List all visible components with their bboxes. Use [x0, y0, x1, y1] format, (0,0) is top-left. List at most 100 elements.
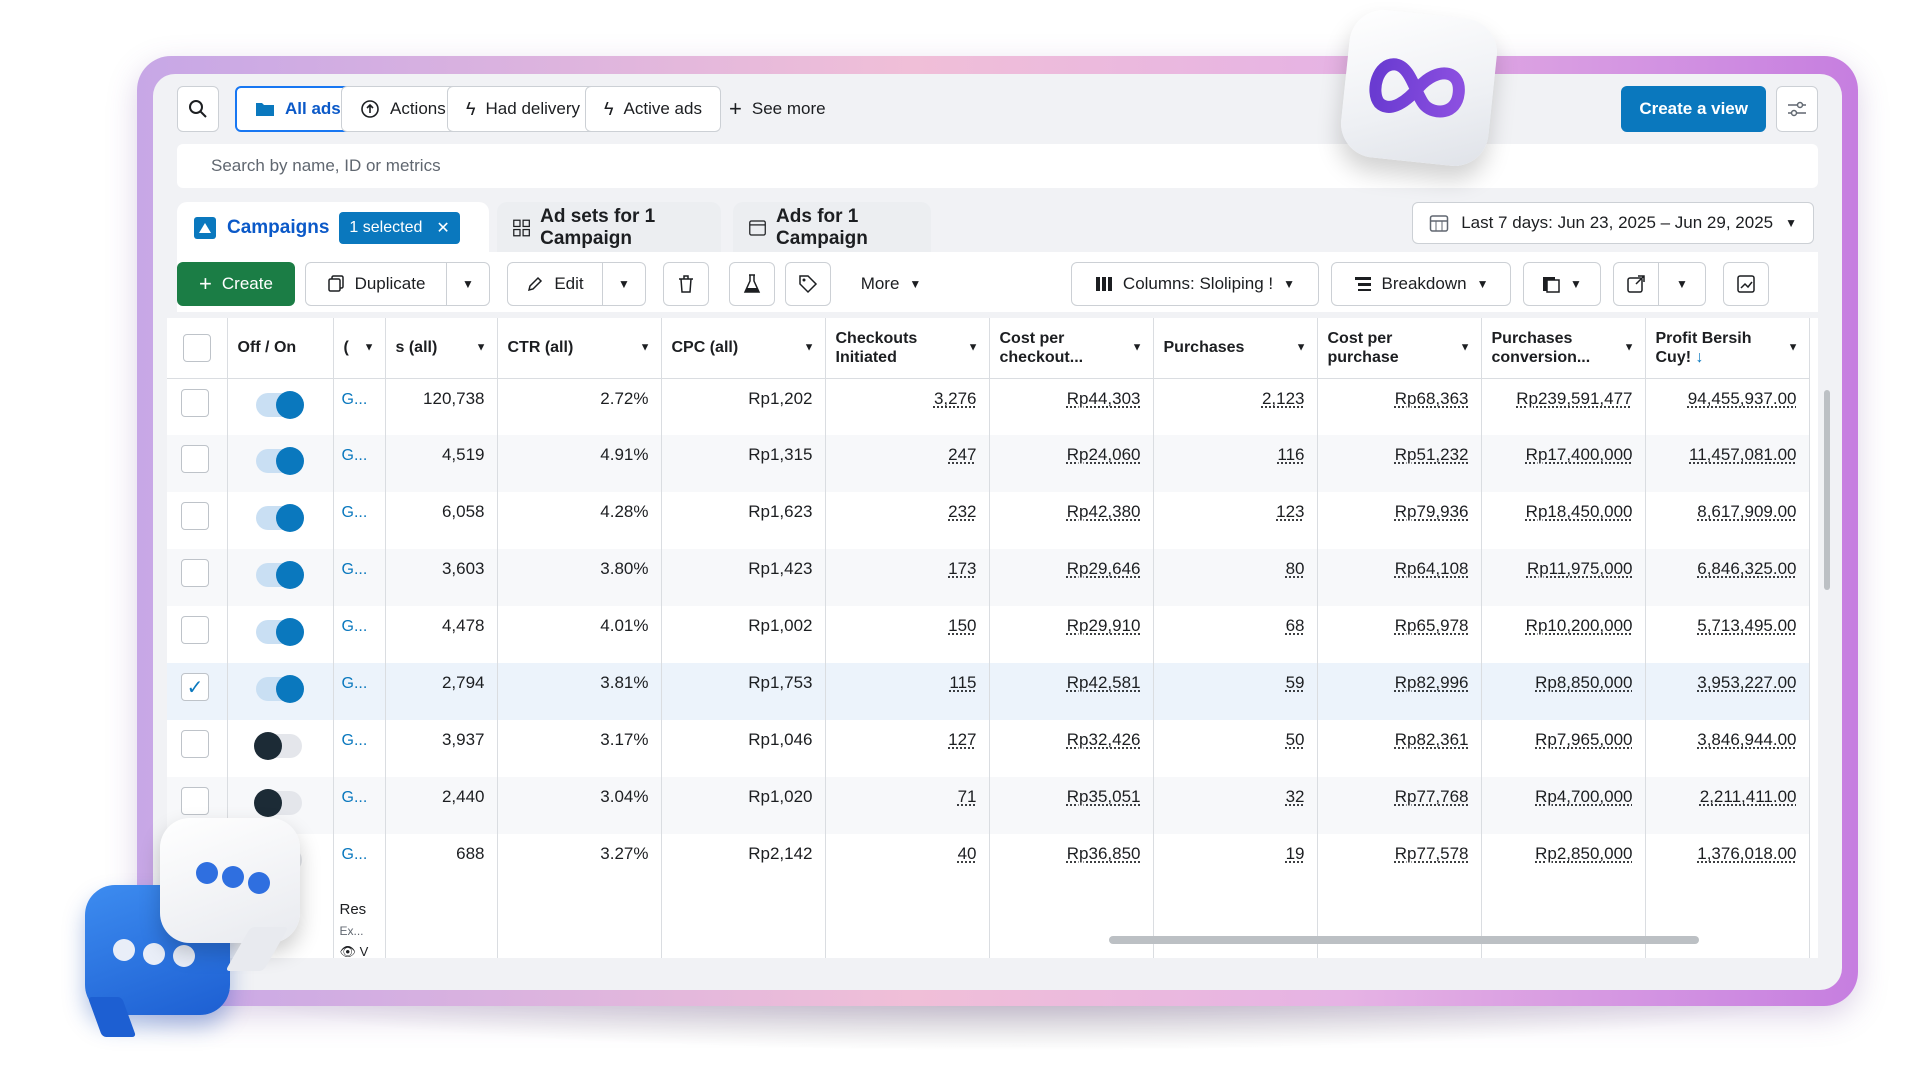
purchases-cell[interactable]: 59: [1153, 663, 1318, 720]
campaign-name-link[interactable]: G...: [341, 504, 368, 521]
campaign-name-cell[interactable]: G...: [333, 549, 386, 606]
conversion-value-cell[interactable]: Rp7,965,000: [1481, 720, 1646, 777]
conversion-value-cell[interactable]: Rp17,400,000: [1481, 435, 1646, 492]
date-range-picker[interactable]: Last 7 days: Jun 23, 2025 – Jun 29, 2025…: [1412, 202, 1814, 244]
active-ads-button[interactable]: ϟ Active ads: [585, 86, 721, 132]
status-toggle[interactable]: [253, 789, 302, 817]
campaign-name-cell[interactable]: G...: [333, 720, 386, 777]
row-select-cell[interactable]: [167, 378, 228, 435]
edit-button[interactable]: Edit: [507, 262, 603, 306]
status-toggle[interactable]: [253, 732, 302, 760]
campaign-name-link[interactable]: G...: [341, 732, 368, 749]
duplicate-button[interactable]: Duplicate: [305, 262, 447, 306]
campaign-name-link[interactable]: G...: [341, 789, 368, 806]
cost-checkout-cell[interactable]: Rp29,910: [989, 606, 1154, 663]
profit-cell[interactable]: 1,376,018.00: [1645, 834, 1810, 891]
cost-purchase-cell[interactable]: Rp64,108: [1317, 549, 1482, 606]
purchases-cell[interactable]: 2,123: [1153, 378, 1318, 435]
checkouts-cell[interactable]: 247: [825, 435, 990, 492]
cost-purchase-cell[interactable]: Rp77,578: [1317, 834, 1482, 891]
all-ads-button[interactable]: All ads: [235, 86, 361, 132]
checkouts-cell[interactable]: 40: [825, 834, 990, 891]
selected-pill[interactable]: 1 selected ✕: [339, 212, 460, 244]
cost-purchase-cell[interactable]: Rp65,978: [1317, 606, 1482, 663]
table-row[interactable]: G... 4,519 4.91% Rp1,315 247 Rp24,060 116 Rp51,…: [167, 435, 1810, 492]
table-row[interactable]: G... 6,058 4.28% Rp1,623 232 Rp42,380 123 Rp79,…: [167, 492, 1810, 549]
cost-checkout-cell[interactable]: Rp42,581: [989, 663, 1154, 720]
campaign-name-cell[interactable]: G...: [333, 834, 386, 891]
tab-ad-sets[interactable]: Ad sets for 1 Campaign: [497, 202, 721, 254]
purchases-cell[interactable]: 68: [1153, 606, 1318, 663]
tab-campaigns[interactable]: Campaigns 1 selected ✕: [177, 202, 489, 254]
cost-checkout-cell[interactable]: Rp42,380: [989, 492, 1154, 549]
cost-checkout-header[interactable]: Cost per checkout... ▼: [989, 318, 1154, 379]
cost-purchase-cell[interactable]: Rp79,936: [1317, 492, 1482, 549]
tag-button[interactable]: [785, 262, 831, 306]
purchases-cell[interactable]: 80: [1153, 549, 1318, 606]
create-view-button[interactable]: Create a view: [1621, 86, 1766, 132]
conversion-value-cell[interactable]: Rp8,850,000: [1481, 663, 1646, 720]
select-all-checkbox[interactable]: [183, 333, 211, 362]
close-icon[interactable]: ✕: [436, 220, 450, 237]
row-checkbox[interactable]: [181, 502, 209, 530]
status-toggle[interactable]: [255, 561, 304, 589]
table-row[interactable]: G... 688 3.27% Rp2,142 40 Rp36,850 19 Rp77,578 R…: [167, 834, 1810, 891]
checkouts-header[interactable]: Checkouts Initiated ▼: [825, 318, 990, 379]
campaign-name-link[interactable]: G...: [341, 447, 368, 464]
row-checkbox[interactable]: [181, 445, 209, 473]
cpc-header[interactable]: CPC (all) ▼: [661, 318, 826, 379]
table-row[interactable]: G... 4,478 4.01% Rp1,002 150 Rp29,910 68 Rp65,9…: [167, 606, 1810, 663]
conversion-value-cell[interactable]: Rp4,700,000: [1481, 777, 1646, 834]
conversion-value-cell[interactable]: Rp239,591,477: [1481, 378, 1646, 435]
row-select-cell[interactable]: [167, 720, 228, 777]
cost-checkout-cell[interactable]: Rp36,850: [989, 834, 1154, 891]
campaign-name-link[interactable]: G...: [341, 618, 368, 635]
results-header[interactable]: s (all) ▼: [385, 318, 498, 379]
cost-purchase-cell[interactable]: Rp82,361: [1317, 720, 1482, 777]
conversion-value-cell[interactable]: Rp10,200,000: [1481, 606, 1646, 663]
checkouts-cell[interactable]: 150: [825, 606, 990, 663]
search-input[interactable]: Search by name, ID or metrics: [177, 144, 1818, 188]
columns-button[interactable]: Columns: Sloliping ! ▼: [1071, 262, 1319, 306]
status-toggle[interactable]: [255, 675, 304, 703]
had-delivery-button[interactable]: ϟ Had delivery: [447, 86, 600, 132]
tab-ads[interactable]: Ads for 1 Campaign: [733, 202, 931, 254]
status-toggle[interactable]: [255, 447, 304, 475]
row-checkbox[interactable]: [181, 730, 209, 758]
campaign-name-cell[interactable]: G...: [333, 606, 386, 663]
row-checkbox[interactable]: [181, 787, 209, 815]
conversion-value-cell[interactable]: Rp11,975,000: [1481, 549, 1646, 606]
select-all-header[interactable]: [167, 318, 228, 379]
checkouts-cell[interactable]: 71: [825, 777, 990, 834]
checkouts-cell[interactable]: 127: [825, 720, 990, 777]
campaign-name-cell[interactable]: G...: [333, 435, 386, 492]
purchases-header[interactable]: Purchases ▼: [1153, 318, 1318, 379]
conversion-value-cell[interactable]: Rp18,450,000: [1481, 492, 1646, 549]
status-toggle[interactable]: [255, 390, 304, 419]
campaign-name-link[interactable]: G...: [341, 390, 368, 408]
table-row[interactable]: G... 3,937 3.17% Rp1,046 127 Rp32,426 50 Rp82,3…: [167, 720, 1810, 777]
cost-purchase-cell[interactable]: Rp82,996: [1317, 663, 1482, 720]
test-button[interactable]: [729, 262, 775, 306]
table-row[interactable]: G... 2,440 3.04% Rp1,020 71 Rp35,051 32 Rp77,76…: [167, 777, 1810, 834]
table-row[interactable]: ✓ G... 2,794 3.81% Rp1,753 115 Rp42,581 59 Rp82,…: [167, 663, 1810, 720]
profit-cell[interactable]: 3,846,944.00: [1645, 720, 1810, 777]
campaign-name-link[interactable]: G...: [341, 561, 368, 578]
name-header[interactable]: (▼: [333, 318, 386, 379]
row-toggle-cell[interactable]: [227, 549, 334, 606]
profit-header[interactable]: Profit Bersih Cuy! ↓ ▼: [1645, 318, 1810, 379]
row-checkbox[interactable]: [181, 616, 209, 644]
checkouts-cell[interactable]: 232: [825, 492, 990, 549]
conversion-header[interactable]: Purchases conversion... ▼: [1481, 318, 1646, 379]
row-select-cell[interactable]: [167, 549, 228, 606]
row-toggle-cell[interactable]: [227, 435, 334, 492]
create-button[interactable]: + Create: [177, 262, 295, 306]
campaign-name-cell[interactable]: G...: [333, 777, 386, 834]
off-on-header[interactable]: Off / On: [227, 318, 334, 379]
purchases-cell[interactable]: 19: [1153, 834, 1318, 891]
purchases-cell[interactable]: 123: [1153, 492, 1318, 549]
row-toggle-cell[interactable]: [227, 606, 334, 663]
actions-button[interactable]: Actions: [341, 86, 465, 132]
status-toggle[interactable]: [255, 618, 304, 646]
row-toggle-cell[interactable]: [227, 663, 334, 720]
